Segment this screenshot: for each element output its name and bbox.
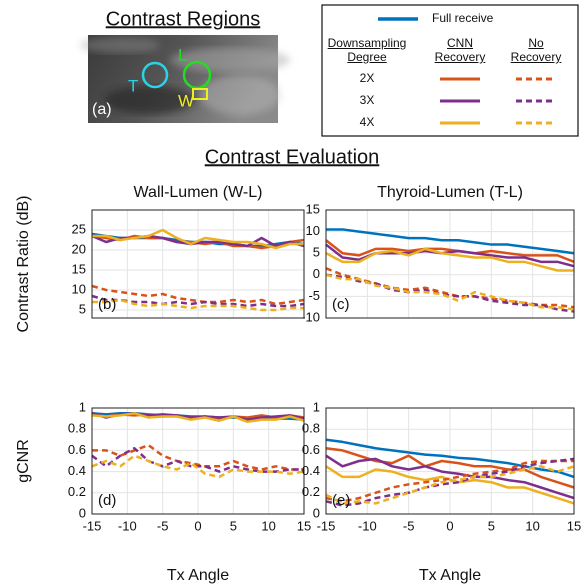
ultrasound-image (80, 35, 290, 123)
x-tick-label: 0 (194, 518, 201, 533)
x-tick-label: 15 (567, 518, 581, 533)
y-tick-label: 1 (313, 399, 320, 414)
legend-header: No Recovery (510, 36, 562, 64)
y-tick-label: 0 (313, 505, 320, 520)
regions-title: Contrast Regions (106, 8, 261, 30)
y-tick-label: 15 (306, 201, 320, 216)
series-line (325, 239, 575, 264)
series-line (91, 412, 305, 424)
series-line (92, 443, 304, 471)
x-tick-label: -10 (358, 518, 377, 533)
legend-label: Full receive (432, 11, 494, 25)
series-line (92, 228, 304, 250)
x-tick-label: -10 (118, 518, 137, 533)
x-axis-label: Tx Angle (167, 567, 229, 584)
y-tick-label: -10 (301, 309, 320, 324)
y-tick-label: -5 (308, 288, 320, 303)
series-line (325, 465, 575, 505)
plot-frame (325, 407, 575, 515)
y-tick-label: 0.8 (302, 421, 320, 436)
x-tick-label: -15 (317, 518, 336, 533)
legend-label: 3X (360, 93, 375, 107)
region-label: W (178, 91, 194, 110)
y-tick-label: 5 (79, 301, 86, 316)
legend-box (321, 4, 579, 137)
panel-title: Wall-Lumen (W-L) (134, 184, 263, 201)
series-line (92, 298, 304, 312)
x-tick-label: -15 (83, 518, 102, 533)
y-tick-label: 0 (313, 266, 320, 281)
panel-title: Thyroid-Lumen (T-L) (377, 184, 523, 201)
x-tick-label: 5 (230, 518, 237, 533)
series-line (325, 454, 575, 500)
y-tick-label: 5 (313, 245, 320, 260)
series-line (326, 228, 575, 255)
legend-label: 4X (360, 115, 375, 129)
series-line (325, 465, 575, 505)
plot-frame (91, 407, 305, 515)
series-line (325, 447, 575, 489)
legend-header: Downsampling Degree (327, 36, 407, 64)
y-tick-label: 0.4 (302, 463, 320, 478)
y-tick-label: 0.2 (68, 484, 86, 499)
x-tick-label: 10 (525, 518, 539, 533)
x-tick-label: -5 (403, 518, 415, 533)
x-tick-label: 0 (446, 518, 453, 533)
x-axis-label: Tx Angle (419, 567, 481, 584)
y-tick-label: 20 (72, 241, 86, 256)
plot-frame (91, 209, 305, 319)
series-line (325, 247, 574, 272)
region-label: T (128, 76, 138, 95)
y-tick-label: 0.2 (302, 484, 320, 499)
legend-header: CNN Recovery (434, 36, 486, 64)
y-tick-label: 0.6 (68, 442, 86, 457)
panel-label: (d) (98, 492, 116, 509)
y-axis-label: Contrast Ratio (dB) (15, 196, 32, 333)
panel-label: (a) (92, 101, 112, 118)
series-line (325, 273, 575, 311)
x-tick-label: 15 (297, 518, 311, 533)
y-tick-label: 25 (72, 221, 86, 236)
legend-label: 2X (360, 71, 375, 85)
plot-frame (325, 209, 575, 319)
panel-label: (e) (332, 492, 350, 509)
y-tick-label: 1 (79, 399, 86, 414)
y-tick-label: 15 (72, 261, 86, 276)
series-line (91, 454, 305, 479)
region-label: L (178, 45, 187, 64)
y-tick-label: 0.4 (68, 463, 86, 478)
x-tick-label: 5 (488, 518, 495, 533)
x-tick-label: 10 (261, 518, 275, 533)
y-tick-label: 10 (306, 223, 320, 238)
panel-label: (b) (98, 296, 116, 313)
x-tick-label: -5 (157, 518, 169, 533)
y-tick-label: 0.6 (302, 442, 320, 457)
y-axis-label: gCNR (15, 439, 32, 483)
section-title: Contrast Evaluation (205, 146, 380, 168)
series-line (325, 457, 575, 507)
y-tick-label: 0.8 (68, 421, 86, 436)
series-line (325, 459, 574, 503)
y-tick-label: 0 (79, 505, 86, 520)
y-tick-label: 10 (72, 281, 86, 296)
panel-label: (c) (332, 296, 350, 313)
